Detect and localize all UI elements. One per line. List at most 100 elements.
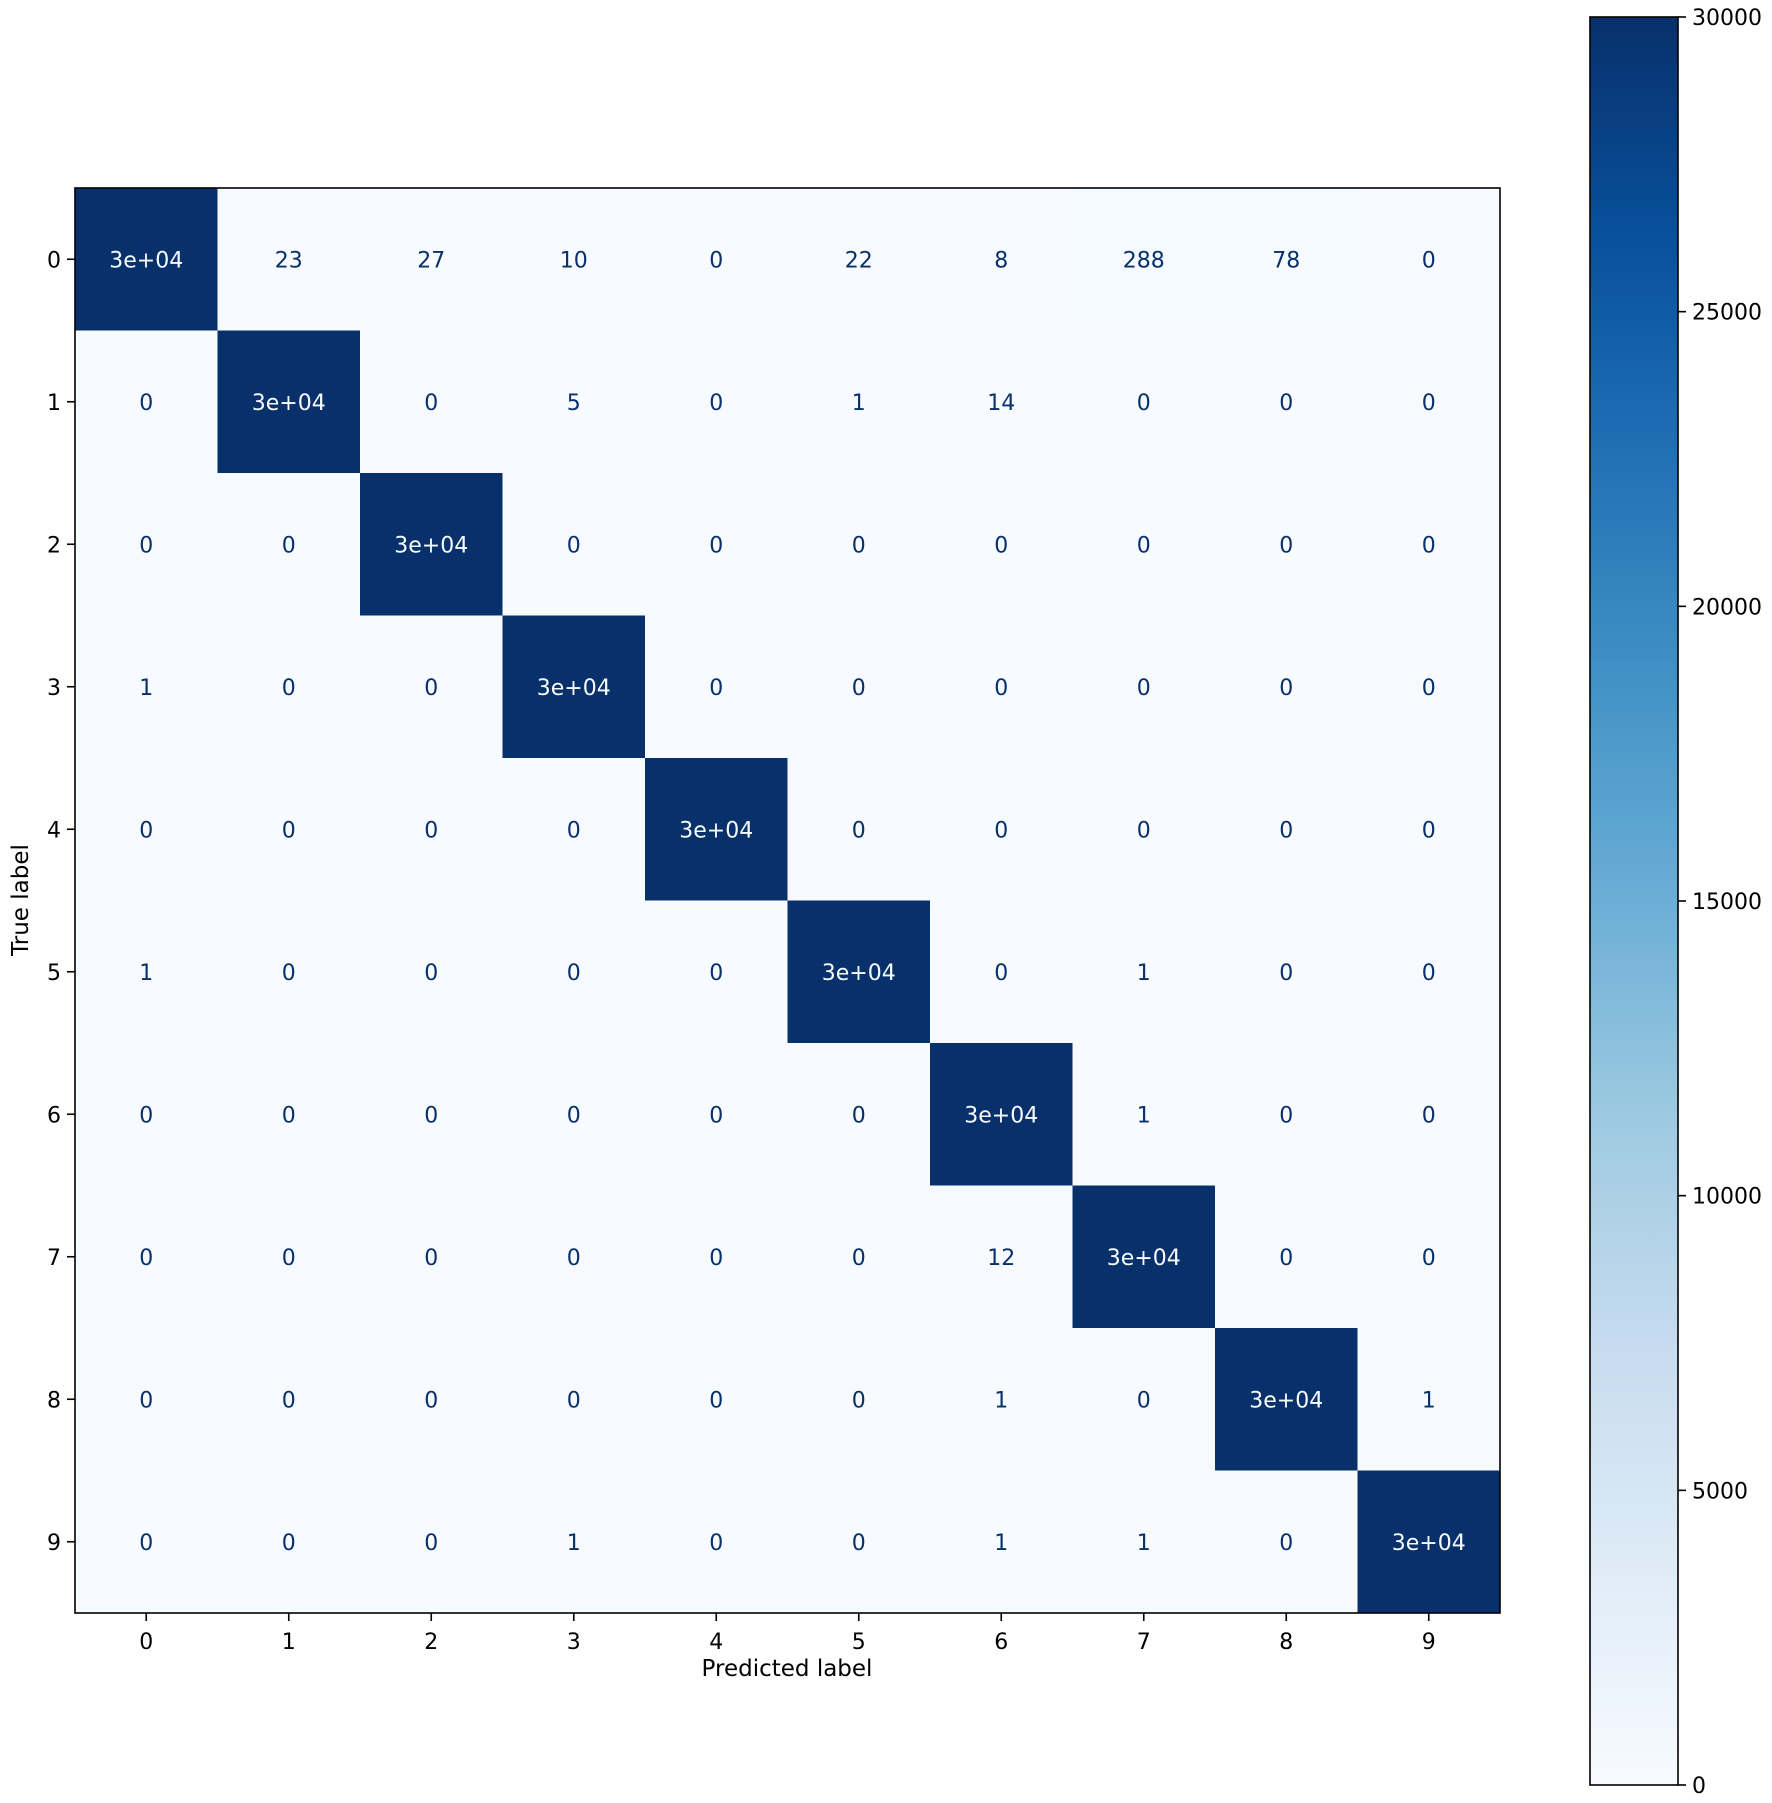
y-tick-label-6: 6 [47,1103,61,1128]
matrix-cell-1-2 [360,330,503,474]
cell-label-2-8: 0 [1279,533,1293,558]
cell-label-1-5: 1 [852,391,866,416]
cell-label-9-9: 3e+04 [1392,1531,1466,1556]
matrix-cell-0-2 [360,188,503,331]
cell-label-9-3: 1 [567,1531,581,1556]
cell-label-0-8: 78 [1272,248,1300,273]
cell-value-labels: 3e+04 23 27 10 0 22 8 288 78 00 3e+04 0 5 0 1 14 0 0 00 0 3e… [109,248,1465,1556]
matrix-cell-7-7 [1072,1185,1216,1329]
y-tick-label-1: 1 [47,391,61,416]
matrix-cell-0-0 [75,188,218,331]
cell-label-1-6: 14 [987,391,1015,416]
matrix-cell-9-3 [502,1470,646,1614]
matrix-cell-5-0 [75,900,218,1044]
cell-label-6-1: 0 [282,1103,296,1128]
cell-label-3-4: 0 [709,676,723,701]
cell-label-1-3: 5 [567,391,581,416]
matrix-cell-4-5 [787,758,931,901]
cell-label-0-4: 0 [709,248,723,273]
cell-label-1-0: 0 [139,391,153,416]
cell-label-9-0: 0 [139,1531,153,1556]
matrix-cell-2-8 [1215,473,1358,616]
matrix-cell-8-1 [217,1328,361,1471]
cell-label-8-3: 0 [567,1388,581,1413]
matrix-cell-5-2 [360,900,503,1044]
cell-label-8-2: 0 [424,1388,438,1413]
cell-label-7-3: 0 [567,1246,581,1271]
x-tick-label-6: 6 [994,1630,1008,1655]
cell-label-9-7: 1 [1137,1531,1151,1556]
cell-label-0-5: 22 [845,248,873,273]
matrix-cell-9-7 [1072,1470,1216,1614]
cell-label-3-5: 0 [852,676,866,701]
colorbar-tick-label-1: 5000 [1692,1479,1748,1504]
matrix-cell-7-5 [787,1185,931,1329]
cell-label-7-8: 0 [1279,1246,1293,1271]
y-tick-label-7: 7 [47,1246,61,1271]
matrix-cell-9-4 [645,1470,788,1614]
matrix-cell-3-0 [75,615,218,759]
cell-label-3-6: 0 [994,676,1008,701]
matrix-cell-1-0 [75,330,218,474]
matrix-cell-8-8 [1215,1328,1358,1471]
matrix-cell-9-2 [360,1470,503,1614]
matrix-cell-0-8 [1215,188,1358,331]
matrix-cell-5-7 [1072,900,1216,1044]
cell-label-4-5: 0 [852,818,866,843]
matrix-cell-5-1 [217,900,361,1044]
cell-label-1-9: 0 [1422,391,1436,416]
cell-label-6-7: 1 [1137,1103,1151,1128]
colorbar-tick-label-2: 10000 [1692,1185,1762,1210]
cell-label-7-1: 0 [282,1246,296,1271]
y-tick-label-2: 2 [47,533,61,558]
matrix-cell-4-8 [1215,758,1358,901]
cell-label-8-9: 1 [1422,1388,1436,1413]
cell-label-2-5: 0 [852,533,866,558]
cell-label-2-9: 0 [1422,533,1436,558]
cell-label-3-2: 0 [424,676,438,701]
cell-label-7-0: 0 [139,1246,153,1271]
matrix-cell-5-6 [930,900,1073,1044]
x-tick-label-8: 8 [1279,1630,1293,1655]
cell-label-0-3: 10 [560,248,588,273]
cell-label-4-0: 0 [139,818,153,843]
cell-label-4-8: 0 [1279,818,1293,843]
matrix-cell-6-1 [217,1043,361,1186]
matrix-cell-5-9 [1357,900,1501,1044]
cell-label-4-6: 0 [994,818,1008,843]
matrix-cell-4-6 [930,758,1073,901]
matrix-cell-4-1 [217,758,361,901]
cell-label-5-4: 0 [709,961,723,986]
cell-label-5-0: 1 [139,961,153,986]
cell-label-4-9: 0 [1422,818,1436,843]
y-tick-label-9: 9 [47,1531,61,1556]
cell-label-9-2: 0 [424,1531,438,1556]
matrix-cell-6-3 [502,1043,646,1186]
cell-label-8-1: 0 [282,1388,296,1413]
matrix-cell-1-6 [930,330,1073,474]
matrix-cell-6-6 [930,1043,1073,1186]
cell-label-4-3: 0 [567,818,581,843]
matrix-cell-4-0 [75,758,218,901]
cell-label-6-2: 0 [424,1103,438,1128]
matrix-cell-6-7 [1072,1043,1216,1186]
matrix-cell-4-7 [1072,758,1216,901]
matrix-cell-0-3 [502,188,646,331]
colorbar-tick-label-4: 20000 [1692,595,1762,620]
cell-label-5-1: 0 [282,961,296,986]
matrix-cell-9-0 [75,1470,218,1614]
cell-label-7-6: 12 [987,1246,1015,1271]
cell-label-2-3: 0 [567,533,581,558]
matrix-cell-8-2 [360,1328,503,1471]
cell-label-5-9: 0 [1422,961,1436,986]
cell-label-4-7: 0 [1137,818,1151,843]
matrix-cell-9-9 [1357,1470,1501,1614]
matrix-cell-6-0 [75,1043,218,1186]
matrix-cell-2-3 [502,473,646,616]
x-tick-label-2: 2 [424,1630,438,1655]
matrix-cell-4-3 [502,758,646,901]
matrix-cell-7-0 [75,1185,218,1329]
cell-label-6-9: 0 [1422,1103,1436,1128]
cell-label-8-4: 0 [709,1388,723,1413]
